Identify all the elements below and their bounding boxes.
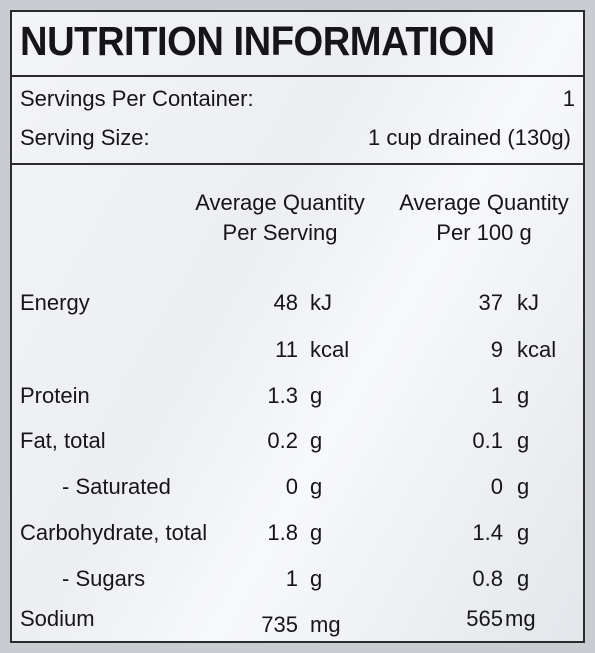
servings-value: 1	[562, 86, 575, 111]
per100-value-protein: 1	[490, 383, 503, 408]
per100-unit-energy-kcal: kcal	[517, 337, 557, 362]
per100-value-sugars: 0.8	[472, 566, 503, 591]
row-label-saturated: - Saturated	[62, 474, 171, 499]
servings-label: Servings Per Container:	[20, 86, 254, 111]
per-100g-header-line1: Average Quantity	[399, 190, 569, 215]
serving-unit-fat-total: g	[310, 428, 323, 453]
serving-unit-energy-kcal: kcal	[310, 337, 350, 362]
per100-value-saturated: 0	[490, 474, 503, 499]
per-serving-header-line1: Average Quantity	[195, 190, 365, 215]
per100-unit-sodium: mg	[505, 606, 536, 631]
row-label-protein: Protein	[20, 383, 90, 408]
header-divider	[12, 163, 583, 165]
per100-unit-fat-total: g	[517, 428, 530, 453]
per-100g-header-line2: Per 100 g	[436, 220, 532, 245]
serving-value-sugars: 1	[285, 566, 298, 591]
title-divider	[12, 75, 583, 77]
row-label-carbohydrate-total: Carbohydrate, total	[20, 520, 208, 545]
row-label-energy: Energy	[20, 290, 90, 315]
nutrition-panel: NUTRITION INFORMATION Servings Per Conta…	[10, 10, 585, 643]
serving-unit-carbohydrate-total: g	[310, 520, 323, 545]
per100-unit-sugars: g	[517, 566, 530, 591]
serving-unit-energy-kj: kJ	[310, 290, 332, 315]
per100-unit-carbohydrate-total: g	[517, 520, 530, 545]
serving-unit-protein: g	[310, 383, 323, 408]
per100-value-energy-kcal: 9	[490, 337, 503, 362]
serving-value-sodium: 735	[261, 612, 298, 637]
per100-value-sodium: 565	[466, 606, 503, 631]
serving-unit-saturated: g	[310, 474, 323, 499]
serving-unit-sodium: mg	[310, 612, 341, 637]
row-label-sugars: - Sugars	[62, 566, 146, 591]
per100-unit-energy-kj: kJ	[517, 290, 539, 315]
row-label-fat-total: Fat, total	[20, 428, 106, 453]
per-serving-header-line2: Per Serving	[222, 220, 338, 245]
serving-value-energy-kcal: 11	[275, 337, 298, 362]
serving-size-label: Serving Size:	[20, 125, 150, 150]
per100-unit-protein: g	[517, 383, 530, 408]
per100-unit-saturated: g	[517, 474, 530, 499]
per100-value-energy-kj: 37	[478, 290, 503, 315]
per100-value-carbohydrate-total: 1.4	[472, 520, 503, 545]
serving-value-protein: 1.3	[267, 383, 298, 408]
per100-value-fat-total: 0.1	[472, 428, 503, 453]
row-label-sodium: Sodium	[20, 606, 95, 631]
serving-value-fat-total: 0.2	[267, 428, 298, 453]
serving-value-carbohydrate-total: 1.8	[267, 520, 298, 545]
serving-size-value: 1 cup drained (130g)	[367, 125, 571, 150]
serving-unit-sugars: g	[310, 566, 323, 591]
panel-title: NUTRITION INFORMATION	[20, 18, 495, 64]
serving-value-energy-kj: 48	[273, 290, 298, 315]
serving-value-saturated: 0	[285, 474, 298, 499]
